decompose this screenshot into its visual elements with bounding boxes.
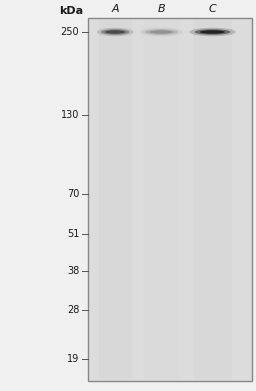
- Ellipse shape: [200, 30, 225, 34]
- Bar: [88, 18, 252, 381]
- Text: kDa: kDa: [59, 5, 83, 16]
- Ellipse shape: [101, 29, 129, 35]
- Bar: [99, 20, 132, 379]
- Text: 250: 250: [61, 27, 79, 37]
- Text: 130: 130: [61, 110, 79, 120]
- Text: B: B: [157, 4, 165, 14]
- Text: 38: 38: [67, 266, 79, 276]
- Ellipse shape: [150, 30, 173, 34]
- Ellipse shape: [97, 28, 134, 36]
- Text: 70: 70: [67, 189, 79, 199]
- Text: 19: 19: [67, 354, 79, 364]
- Ellipse shape: [195, 29, 230, 35]
- Bar: [143, 20, 179, 379]
- Text: 51: 51: [67, 229, 79, 239]
- Bar: [193, 20, 232, 379]
- Ellipse shape: [105, 30, 125, 34]
- Text: A: A: [111, 4, 119, 14]
- Ellipse shape: [140, 28, 183, 36]
- Ellipse shape: [189, 28, 236, 36]
- Text: C: C: [209, 4, 216, 14]
- Ellipse shape: [145, 29, 178, 35]
- Text: 28: 28: [67, 305, 79, 315]
